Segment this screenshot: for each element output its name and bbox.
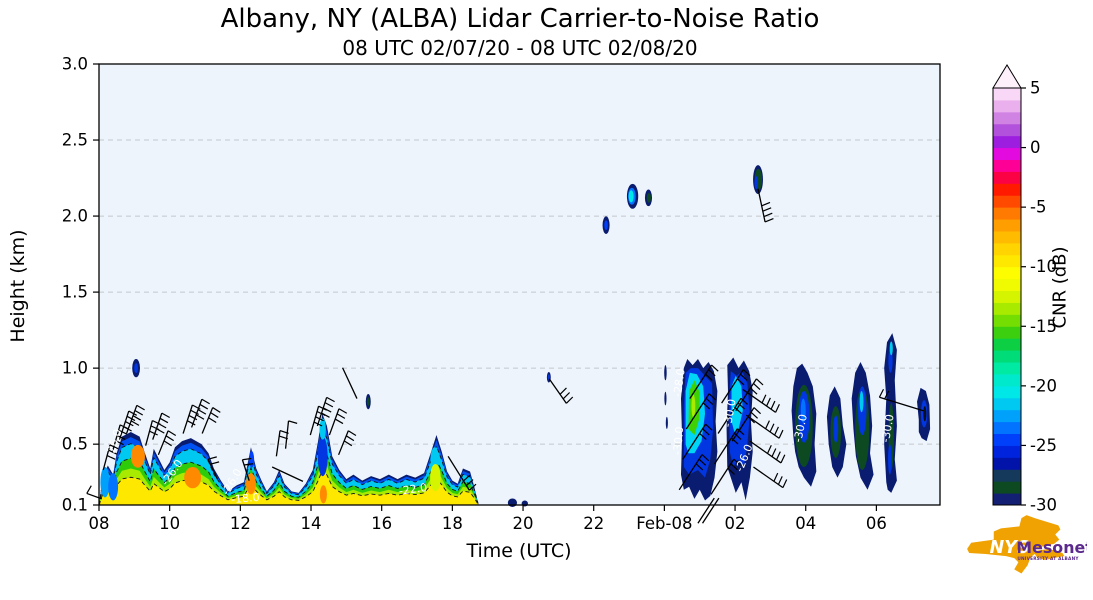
logo-nys-text: NYS [990,538,1030,558]
svg-text:-30.0: -30.0 [791,413,810,444]
chart-title: Albany, NY (ALBA) Lidar Carrier-to-Noise… [220,4,820,34]
logo-tagline-text: UNIVERSITY AT ALBANY [1017,556,1079,562]
svg-text:-30.0: -30.0 [879,413,897,443]
cnr-contour-patches [99,165,931,507]
svg-text:14: 14 [301,514,322,533]
ny-state-shape-icon [967,515,1065,574]
chart-subtitle: 08 UTC 02/07/20 - 08 UTC 02/08/20 [342,36,698,60]
svg-text:5: 5 [1030,79,1041,98]
svg-text:16: 16 [371,514,392,533]
svg-text:08: 08 [89,514,110,533]
svg-text:0.5: 0.5 [62,435,88,454]
svg-text:-15: -15 [1030,317,1057,336]
svg-text:-25: -25 [1030,436,1057,455]
svg-text:-30.0: -30.0 [721,398,739,428]
svg-text:-30: -30 [1030,496,1057,515]
svg-text:3.0: 3.0 [62,55,88,74]
colorbar: 5 0 -5 -10 -15 -20 -25 -30 [992,64,1057,515]
svg-text:0: 0 [1030,138,1041,157]
svg-text:22: 22 [583,514,604,533]
svg-text:10: 10 [159,514,180,533]
svg-text:-20: -20 [1030,376,1057,395]
svg-text:1.0: 1.0 [62,359,88,378]
svg-text:-18.0: -18.0 [231,491,260,506]
wind-barbs [86,188,924,524]
axes-frame-and-ticks: 08 10 12 14 16 18 20 22 Feb-08 02 04 06 0.1 0.5 1.0 1.5… [62,55,941,533]
svg-text:-10: -10 [1030,257,1057,276]
svg-text:-22.0: -22.0 [398,481,428,498]
svg-text:1.5: 1.5 [62,283,88,302]
x-axis-label: Time (UTC) [466,540,572,562]
nys-mesonet-logo: NYS Mesonet UNIVERSITY AT ALBANY [967,515,1087,574]
svg-text:12: 12 [230,514,251,533]
svg-text:-5: -5 [1030,198,1046,217]
svg-text:06: 06 [866,514,887,533]
logo-mesonet-text: Mesonet [1016,538,1087,557]
svg-text:-28.0: -28.0 [671,368,688,398]
svg-text:18: 18 [442,514,463,533]
svg-text:-30.0: -30.0 [671,426,686,455]
svg-text:20: 20 [513,514,534,533]
svg-text:2.5: 2.5 [62,131,88,150]
svg-text:Feb-08: Feb-08 [636,514,692,533]
svg-text:04: 04 [795,514,816,533]
svg-text:2.0: 2.0 [62,207,88,226]
colorbar-label: CNR (dB) [1049,246,1071,329]
svg-text:02: 02 [725,514,746,533]
svg-text:0.1: 0.1 [62,496,88,515]
y-axis-label: Height (km) [7,229,29,343]
